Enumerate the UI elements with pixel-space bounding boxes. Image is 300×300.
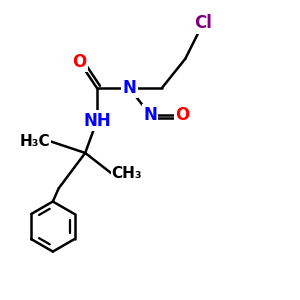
- Text: O: O: [175, 106, 190, 124]
- Text: O: O: [72, 53, 86, 71]
- Text: N: N: [122, 79, 136, 97]
- Text: NH: NH: [83, 112, 111, 130]
- Text: H₃C: H₃C: [19, 134, 50, 149]
- Text: Cl: Cl: [194, 14, 212, 32]
- Text: N: N: [143, 106, 157, 124]
- Text: CH₃: CH₃: [112, 166, 142, 181]
